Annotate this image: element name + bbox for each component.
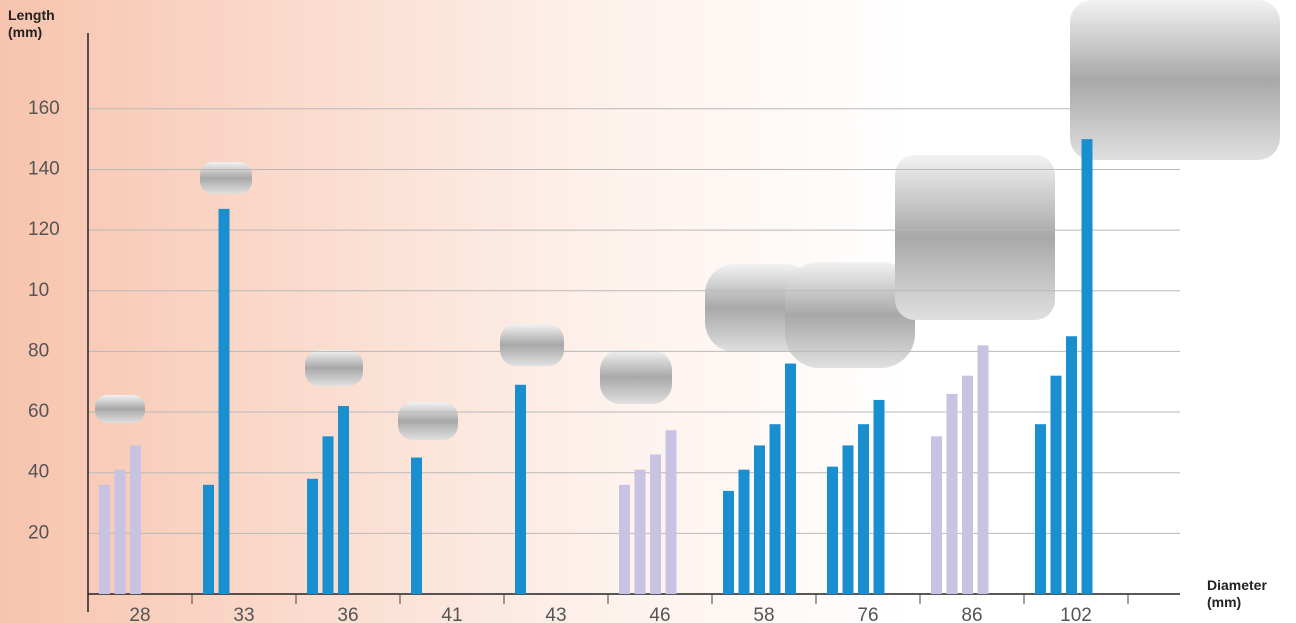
- y-tick-label: 60: [28, 401, 49, 422]
- x-tick-label: 58: [753, 605, 774, 623]
- x-tick-label: 86: [961, 605, 982, 623]
- bar: [130, 445, 141, 594]
- bar: [665, 430, 677, 594]
- x-tick-label: 28: [129, 605, 150, 623]
- bar: [977, 345, 989, 594]
- bar: [723, 490, 734, 594]
- bar: [962, 375, 973, 594]
- bar: [1050, 375, 1062, 594]
- bar: [114, 469, 126, 594]
- bar: [754, 445, 765, 594]
- bar: [322, 436, 334, 594]
- x-tick-label: 33: [233, 605, 254, 623]
- bar: [650, 454, 661, 594]
- bar: [873, 399, 885, 594]
- bar: [1035, 424, 1046, 594]
- bar: [769, 424, 781, 594]
- y-tick-label: 120: [28, 219, 60, 240]
- x-tick-label: 41: [441, 605, 462, 623]
- y-tick-label: 160: [28, 98, 60, 119]
- bar: [515, 384, 526, 594]
- x-axis-label: Diameter (mm): [1207, 577, 1267, 610]
- bar: [634, 469, 646, 594]
- y-tick-label: 80: [28, 340, 49, 361]
- bar: [1081, 139, 1093, 594]
- x-tick-label: 36: [337, 605, 358, 623]
- y-axis-label: Length (mm): [8, 7, 55, 40]
- x-tick-label: 46: [649, 605, 670, 623]
- y-tick-label: 40: [28, 462, 49, 483]
- bar: [785, 363, 796, 594]
- bar: [842, 445, 854, 594]
- bar: [946, 393, 958, 594]
- y-tick-label: 140: [28, 158, 60, 179]
- x-tick-label: 43: [545, 605, 566, 623]
- x-tick-label: 76: [857, 605, 878, 623]
- bar: [858, 424, 869, 594]
- bar: [1066, 336, 1077, 594]
- bar: [307, 478, 318, 594]
- bar: [338, 405, 349, 594]
- motor-images: [95, 0, 1280, 440]
- bar: [203, 484, 214, 594]
- bar: [218, 208, 230, 594]
- bar: [411, 457, 422, 594]
- bar: [738, 469, 750, 594]
- x-tick-label: 102: [1060, 605, 1092, 623]
- bar: [931, 436, 942, 594]
- y-tick-label: 10: [28, 280, 49, 301]
- bar: [827, 466, 838, 594]
- bar: [99, 484, 110, 594]
- bar: [619, 484, 630, 594]
- y-tick-label: 20: [28, 522, 49, 543]
